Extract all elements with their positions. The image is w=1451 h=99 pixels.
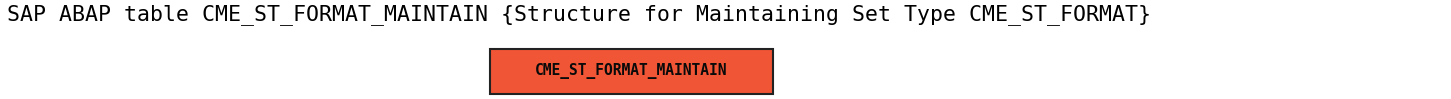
Text: CME_ST_FORMAT_MAINTAIN: CME_ST_FORMAT_MAINTAIN — [535, 63, 727, 79]
Text: SAP ABAP table CME_ST_FORMAT_MAINTAIN {Structure for Maintaining Set Type CME_ST: SAP ABAP table CME_ST_FORMAT_MAINTAIN {S… — [7, 4, 1151, 25]
FancyBboxPatch shape — [490, 49, 772, 94]
